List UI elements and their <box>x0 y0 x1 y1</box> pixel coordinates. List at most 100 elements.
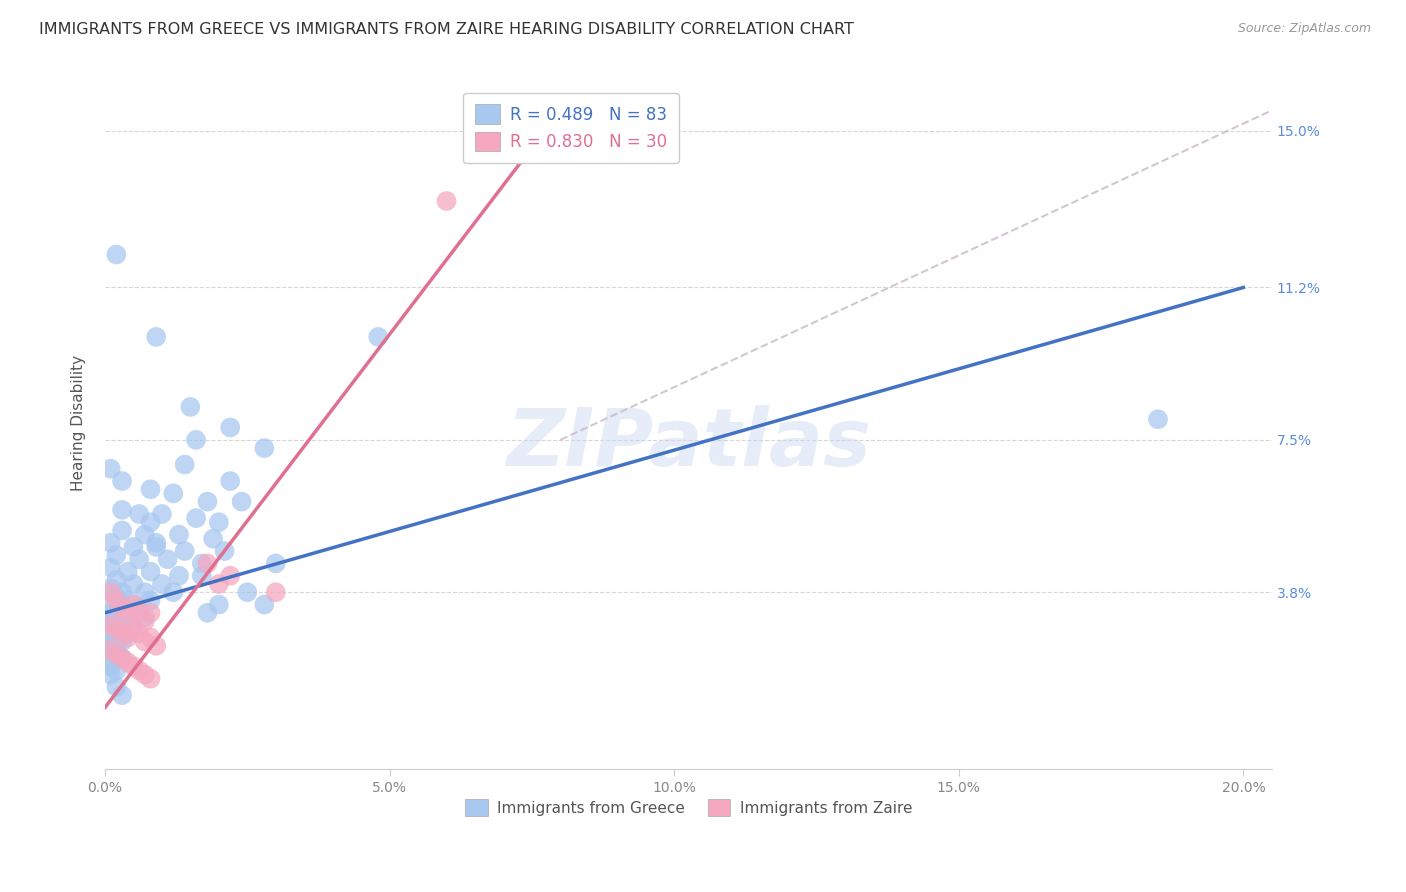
Point <box>264 557 287 571</box>
Point <box>105 647 128 661</box>
Point <box>117 610 139 624</box>
Point <box>173 544 195 558</box>
Point <box>219 568 242 582</box>
Point <box>139 565 162 579</box>
Point <box>139 593 162 607</box>
Point <box>117 631 139 645</box>
Point <box>128 606 150 620</box>
Point <box>128 507 150 521</box>
Point <box>128 601 150 615</box>
Legend: Immigrants from Greece, Immigrants from Zaire: Immigrants from Greece, Immigrants from … <box>457 791 920 824</box>
Point <box>190 568 212 582</box>
Point <box>173 458 195 472</box>
Point <box>105 680 128 694</box>
Point <box>150 507 173 521</box>
Point <box>122 659 145 673</box>
Point <box>202 532 225 546</box>
Point <box>167 527 190 541</box>
Point <box>179 400 201 414</box>
Point <box>134 585 156 599</box>
Point <box>111 524 134 538</box>
Point <box>111 618 134 632</box>
Point <box>100 622 122 636</box>
Point <box>111 651 134 665</box>
Point <box>145 639 167 653</box>
Point <box>139 483 162 497</box>
Point <box>122 622 145 636</box>
Point <box>105 247 128 261</box>
Point <box>117 626 139 640</box>
Point <box>436 194 458 208</box>
Point <box>139 515 162 529</box>
Point <box>208 515 231 529</box>
Point <box>100 643 122 657</box>
Point <box>100 667 122 681</box>
Point <box>100 639 122 653</box>
Point <box>134 667 156 681</box>
Point <box>150 577 173 591</box>
Point <box>105 573 128 587</box>
Point <box>145 536 167 550</box>
Point <box>100 581 122 595</box>
Point <box>111 634 134 648</box>
Point <box>100 598 122 612</box>
Point <box>105 622 128 636</box>
Point <box>236 585 259 599</box>
Point <box>100 614 122 628</box>
Point <box>105 548 128 562</box>
Point <box>111 474 134 488</box>
Point <box>134 614 156 628</box>
Point <box>128 552 150 566</box>
Point <box>139 672 162 686</box>
Point <box>214 544 236 558</box>
Point <box>100 618 122 632</box>
Point <box>162 585 184 599</box>
Point <box>134 527 156 541</box>
Point <box>100 461 122 475</box>
Point <box>145 540 167 554</box>
Point <box>117 655 139 669</box>
Point <box>128 664 150 678</box>
Point <box>156 552 179 566</box>
Point <box>145 330 167 344</box>
Point <box>208 577 231 591</box>
Point <box>105 631 128 645</box>
Y-axis label: Hearing Disability: Hearing Disability <box>72 355 86 491</box>
Point <box>111 601 134 615</box>
Point <box>111 598 134 612</box>
Point <box>117 565 139 579</box>
Point <box>253 598 276 612</box>
Point <box>105 606 128 620</box>
Point <box>184 511 207 525</box>
Point <box>197 494 219 508</box>
Point <box>367 330 389 344</box>
Point <box>100 585 122 599</box>
Point <box>139 606 162 620</box>
Point <box>197 606 219 620</box>
Point <box>105 622 128 636</box>
Point <box>122 577 145 591</box>
Point <box>100 631 122 645</box>
Point <box>139 631 162 645</box>
Point <box>105 590 128 604</box>
Point <box>208 598 231 612</box>
Text: ZIPatlas: ZIPatlas <box>506 405 870 483</box>
Point <box>134 610 156 624</box>
Point <box>253 441 276 455</box>
Point <box>231 494 253 508</box>
Point <box>122 540 145 554</box>
Point <box>100 655 122 669</box>
Point <box>219 474 242 488</box>
Point <box>100 560 122 574</box>
Point <box>111 688 134 702</box>
Point <box>117 593 139 607</box>
Point <box>1147 412 1170 426</box>
Point <box>100 643 122 657</box>
Text: Source: ZipAtlas.com: Source: ZipAtlas.com <box>1237 22 1371 36</box>
Point <box>100 606 122 620</box>
Point <box>167 568 190 582</box>
Point <box>190 557 212 571</box>
Point <box>105 639 128 653</box>
Point <box>111 651 134 665</box>
Point <box>111 503 134 517</box>
